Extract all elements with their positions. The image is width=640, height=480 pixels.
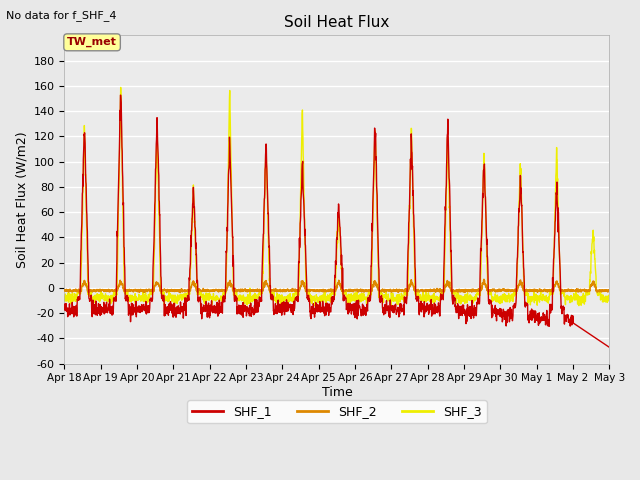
- SHF_2: [496, 288, 504, 293]
- SHF_1: [365, 296, 372, 301]
- SHF_2: [605, 288, 613, 293]
- SHF_3: [575, 303, 582, 309]
- X-axis label: Time: Time: [321, 386, 352, 399]
- SHF_3: [212, 297, 220, 302]
- SHF_2: [573, 286, 580, 291]
- Line: SHF_2: SHF_2: [65, 279, 609, 292]
- Title: Soil Heat Flux: Soil Heat Flux: [284, 15, 390, 30]
- SHF_3: [353, 292, 360, 298]
- SHF_3: [573, 295, 580, 301]
- Line: SHF_1: SHF_1: [65, 95, 609, 348]
- SHF_1: [495, 307, 503, 313]
- Legend: SHF_1, SHF_2, SHF_3: SHF_1, SHF_2, SHF_3: [187, 400, 486, 423]
- SHF_3: [557, 288, 565, 294]
- SHF_1: [61, 305, 68, 311]
- Y-axis label: Soil Heat Flux (W/m2): Soil Heat Flux (W/m2): [15, 131, 28, 268]
- SHF_1: [117, 92, 125, 98]
- SHF_3: [117, 84, 125, 90]
- SHF_2: [212, 287, 220, 292]
- SHF_2: [365, 288, 372, 294]
- SHF_2: [558, 288, 566, 293]
- SHF_1: [353, 303, 360, 309]
- SHF_1: [212, 301, 220, 307]
- SHF_1: [557, 303, 565, 309]
- Line: SHF_3: SHF_3: [65, 87, 609, 306]
- SHF_1: [605, 345, 613, 350]
- SHF_2: [353, 288, 360, 294]
- Text: TW_met: TW_met: [67, 37, 117, 48]
- SHF_3: [495, 298, 503, 303]
- SHF_2: [177, 289, 184, 295]
- SHF_2: [480, 276, 488, 282]
- SHF_3: [365, 288, 372, 293]
- SHF_1: [573, 323, 580, 328]
- SHF_3: [61, 298, 68, 304]
- Text: No data for f_SHF_4: No data for f_SHF_4: [6, 10, 117, 21]
- SHF_3: [605, 296, 613, 302]
- SHF_2: [61, 288, 68, 293]
